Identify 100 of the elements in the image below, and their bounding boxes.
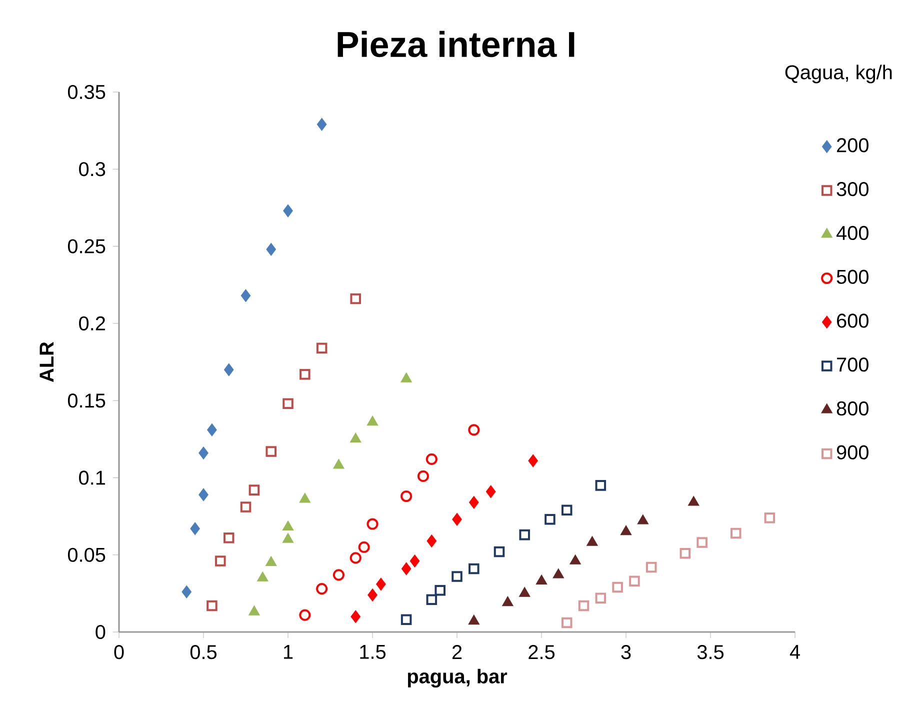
y-tick-label: 0 [96,624,106,640]
y-tick-label: 0.1 [79,470,106,485]
y-tick-label: 0.25 [68,239,106,254]
point [316,118,327,131]
point [350,432,362,443]
point [350,610,360,623]
point [502,596,514,606]
point [552,568,564,578]
point [358,541,370,553]
point [764,512,776,524]
x-tick-label: 4 [790,645,800,659]
point [468,424,480,436]
point [366,416,378,426]
legend-label: 800 [836,401,868,416]
y-tick-label: 0.2 [79,316,105,330]
legend-label: 400 [836,226,868,240]
point [240,289,251,302]
point [578,600,590,612]
point [190,522,200,536]
point [266,242,276,256]
point [224,363,234,376]
point [688,496,700,506]
point [400,614,412,626]
point [350,552,362,564]
point [528,454,538,468]
x-tick-label: 0 [114,645,124,660]
point [198,446,208,460]
point [283,204,293,218]
x-axis-title: pagua, bar [408,668,508,688]
point [215,556,226,566]
x-tick-label: 3.5 [697,645,724,660]
point [468,563,480,574]
point [282,533,294,543]
point [410,554,420,568]
x-tick-label: 1 [284,645,293,659]
legend-label: 200 [837,138,868,152]
point [452,513,462,526]
point [494,546,505,558]
point [468,614,480,625]
point [595,592,606,604]
point [544,514,556,525]
point [452,571,462,582]
point [637,514,648,524]
point [730,528,742,539]
point [333,459,344,469]
point [434,584,446,596]
point [206,600,218,612]
point [350,293,361,304]
point [561,504,572,516]
point [248,484,260,496]
point [376,578,386,591]
point [401,562,412,576]
point [282,520,294,530]
point [366,518,378,530]
point [400,372,412,382]
legend-label: 500 [836,270,868,284]
chart-title: Pieza interna I [338,30,574,58]
point [299,609,311,621]
point [486,485,496,498]
point [257,572,268,582]
legend-label: 900 [836,445,868,460]
legend-label: 300 [836,182,868,196]
point [282,398,294,410]
x-tick-label: 2.5 [528,645,555,660]
point [570,554,581,564]
point [595,480,606,491]
point [519,587,530,597]
point [332,569,344,581]
legend-label: 700 [837,358,868,372]
point [266,446,276,457]
legend-label: 600 [837,314,868,328]
point [620,525,632,536]
point [223,532,234,544]
point [316,583,328,595]
point [300,368,310,380]
point [316,342,328,354]
y-tick-label: 0.05 [68,548,106,562]
point [536,574,548,584]
point [696,537,708,548]
point [368,588,378,602]
point [586,536,598,546]
point [612,582,623,593]
point [417,470,429,482]
point [426,534,437,548]
point [469,496,479,509]
point [680,548,691,559]
x-tick-label: 1.5 [360,645,386,659]
x-tick-label: 3 [621,645,631,660]
point [519,529,530,540]
point [629,576,640,586]
legend-title: Qagua, kg/h [785,64,892,84]
x-tick-label: 2 [452,645,462,659]
point [182,586,192,598]
point [248,606,260,616]
point [400,490,412,502]
x-tick-label: 0.5 [190,645,217,660]
point [266,556,277,566]
point [646,562,657,573]
point [426,594,438,605]
point [426,453,438,465]
